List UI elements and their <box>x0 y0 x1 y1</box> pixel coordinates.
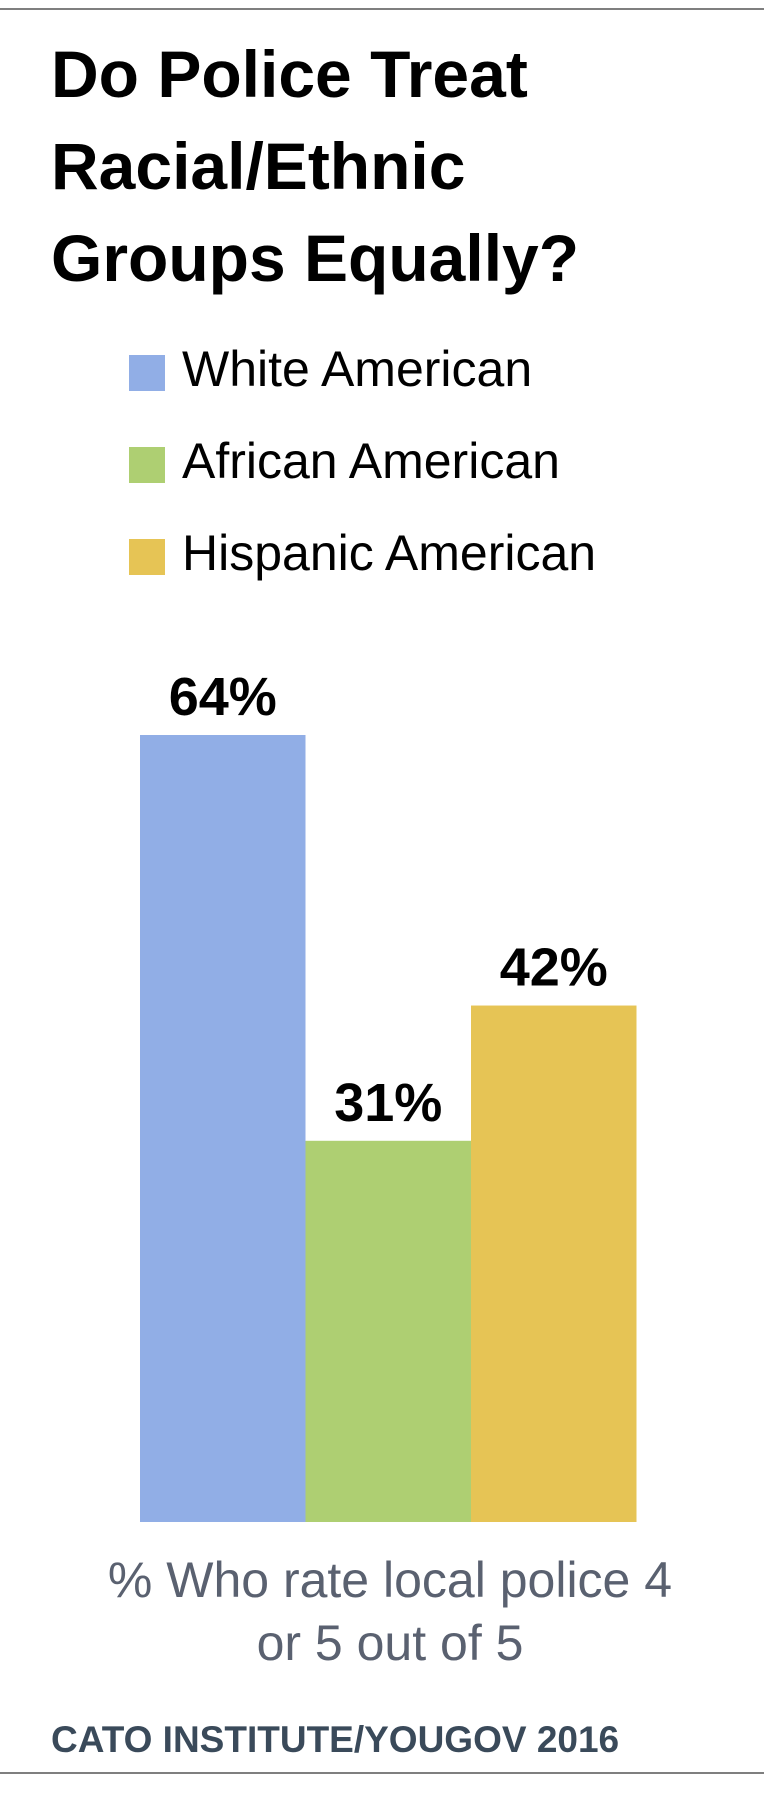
legend-label: Hispanic American <box>182 525 596 581</box>
legend-label: White American <box>182 341 532 397</box>
bar <box>305 1140 471 1522</box>
legend-label: African American <box>182 433 560 489</box>
chart-title: Groups Equally? <box>51 221 579 295</box>
legend-swatch <box>129 447 165 483</box>
chart-title: Do Police Treat <box>51 37 528 111</box>
bar <box>471 1005 637 1522</box>
axis-caption: % Who rate local police 4 <box>108 1552 672 1608</box>
value-label: 31% <box>334 1073 442 1133</box>
bar <box>140 735 306 1522</box>
chart-title: Racial/Ethnic <box>51 129 465 203</box>
value-label: 64% <box>169 667 277 727</box>
axis-caption: or 5 out of 5 <box>257 1615 524 1671</box>
source: CATO INSTITUTE/YOUGOV 2016 <box>51 1719 619 1760</box>
value-label: 42% <box>500 938 608 998</box>
legend-swatch <box>129 355 165 391</box>
legend-swatch <box>129 539 165 575</box>
